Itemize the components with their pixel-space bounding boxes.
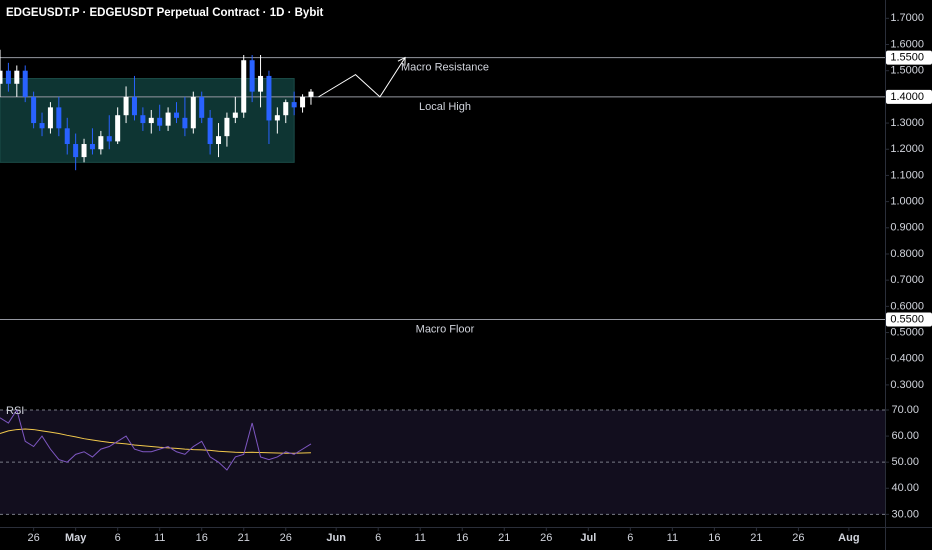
- x-tick-label: 26: [540, 532, 552, 544]
- x-tick-label: 6: [115, 532, 121, 544]
- x-tick-label: 16: [196, 532, 208, 544]
- y-tick-label: 0.9000: [890, 222, 924, 234]
- y-tick-label: 1.0000: [890, 196, 924, 208]
- y-tick-label: 1.1000: [890, 169, 924, 181]
- candle-body: [81, 144, 87, 158]
- candle-body: [115, 115, 121, 142]
- candle-body: [39, 123, 45, 129]
- x-tick-label: 26: [792, 532, 804, 544]
- candle-body: [199, 96, 205, 118]
- x-tick-label: 26: [280, 532, 292, 544]
- chart-title: EDGEUSDT.P · EDGEUSDT Perpetual Contract…: [6, 7, 324, 19]
- candle-body: [106, 136, 112, 142]
- y-tick-label: 1.3000: [890, 117, 924, 129]
- candle-body: [157, 117, 163, 126]
- y-tick-label: 1.5000: [890, 65, 924, 77]
- candle-body: [232, 112, 238, 118]
- level-price-label: 0.5500: [890, 313, 924, 325]
- y-tick-label: 0.6000: [890, 300, 924, 312]
- candle-body: [47, 107, 53, 129]
- candle-body: [0, 70, 3, 84]
- candle-body: [64, 128, 70, 145]
- rsi-line: [0, 408, 312, 471]
- rsi-label: RSI: [6, 405, 24, 417]
- x-tick-label: Aug: [838, 532, 859, 544]
- rsi-tick-label: 30.00: [891, 508, 919, 520]
- candle-body: [182, 117, 188, 129]
- candle-body: [22, 70, 28, 97]
- level-price-label: 1.4000: [890, 91, 924, 103]
- y-tick-label: 1.6000: [890, 38, 924, 50]
- candle-body: [98, 136, 104, 150]
- candle-body: [131, 96, 137, 116]
- level-price-box: [886, 312, 932, 327]
- x-tick-label: 11: [415, 532, 426, 544]
- candle-body: [165, 112, 171, 126]
- x-tick-label: 11: [154, 532, 165, 544]
- x-tick-label: 11: [667, 532, 678, 544]
- x-tick-label: 6: [375, 532, 381, 544]
- level-name: Macro Resistance: [401, 62, 489, 74]
- x-tick-label: Jun: [326, 532, 346, 544]
- rsi-tick-label: 50.00: [891, 456, 919, 468]
- candle-body: [258, 75, 264, 92]
- x-tick-label: 26: [27, 532, 39, 544]
- level-price-box: [886, 89, 932, 104]
- x-tick-label: 16: [456, 532, 468, 544]
- x-tick-label: 16: [708, 532, 720, 544]
- level-name: Local High: [419, 101, 471, 113]
- y-tick-label: 0.3000: [890, 379, 924, 391]
- rsi-band: [0, 410, 885, 515]
- candle-body: [31, 96, 37, 124]
- candle-body: [308, 91, 314, 97]
- candle-body: [216, 136, 222, 145]
- candle-body: [5, 70, 11, 84]
- y-tick-label: 0.8000: [890, 248, 924, 260]
- projection-path: [318, 57, 406, 98]
- y-tick-label: 0.7000: [890, 274, 924, 286]
- rsi-tick-label: 40.00: [891, 482, 919, 494]
- candle-body: [148, 117, 154, 124]
- y-tick-label: 1.2000: [890, 143, 924, 155]
- candle-body: [140, 115, 146, 124]
- level-price-label: 1.5500: [890, 52, 924, 64]
- candle-body: [291, 102, 297, 108]
- y-tick-label: 1.7000: [890, 12, 924, 24]
- candle-body: [274, 115, 280, 121]
- y-tick-label: 0.4000: [890, 353, 924, 365]
- x-tick-label: 21: [238, 532, 250, 544]
- candle-body: [224, 117, 230, 137]
- y-tick-label: 0.5000: [890, 326, 924, 338]
- candle-body: [89, 144, 95, 150]
- candle-body: [249, 60, 255, 92]
- x-tick-label: Jul: [580, 532, 596, 544]
- x-tick-label: May: [65, 532, 87, 544]
- candle-body: [14, 70, 20, 84]
- rsi-tick-label: 60.00: [891, 430, 919, 442]
- candle-body: [207, 117, 213, 145]
- candle-body: [283, 102, 289, 116]
- candle-body: [173, 112, 179, 118]
- candle-body: [73, 144, 79, 158]
- x-tick-label: 21: [498, 532, 510, 544]
- x-tick-label: 21: [750, 532, 762, 544]
- candle-body: [123, 96, 129, 116]
- candle-body: [300, 96, 306, 108]
- level-name: Macro Floor: [416, 323, 475, 335]
- rsi-tick-label: 70.00: [891, 404, 919, 416]
- candle-body: [241, 60, 247, 113]
- x-tick-label: 6: [627, 532, 633, 544]
- candle-body: [266, 75, 272, 121]
- projection-arrowhead: [397, 56, 406, 66]
- candle-body: [56, 107, 62, 129]
- candle-body: [190, 96, 196, 129]
- level-price-box: [886, 50, 932, 65]
